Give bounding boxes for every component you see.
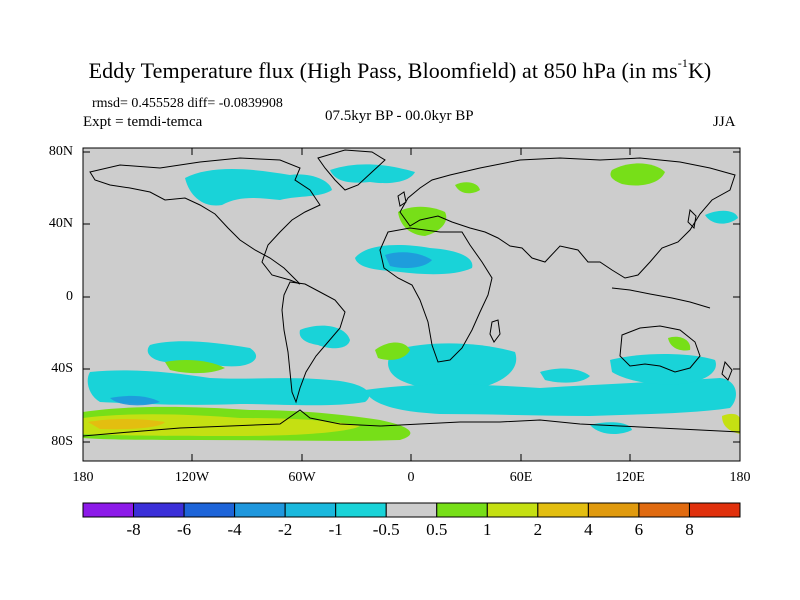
patch-scandinavia xyxy=(455,182,480,194)
colorbar-label: 2 xyxy=(533,520,543,539)
stats-text: rmsd= 0.455528 diff= -0.0839908 xyxy=(92,96,283,111)
patch-south-pacific-core xyxy=(110,395,160,406)
colorbar-box xyxy=(183,502,236,518)
period-label: 07.5kyr BP - 00.0kyr BP xyxy=(325,108,474,124)
patch-south-australia xyxy=(668,336,691,351)
colorbar-box xyxy=(234,502,286,518)
patch-siberia xyxy=(610,163,665,186)
lon-label: 180 xyxy=(729,470,751,485)
patch-greenland-sea xyxy=(330,164,415,184)
colorbar-label: 4 xyxy=(584,520,593,539)
patch-west-pacific-south xyxy=(165,360,225,374)
colorbar-label: -6 xyxy=(176,520,192,539)
anomaly-negative-patches xyxy=(87,164,738,435)
colorbar-label: 6 xyxy=(634,520,644,539)
lat-label: 40N xyxy=(48,216,73,231)
coast-madagascar xyxy=(489,319,501,343)
patch-antarctic-orange xyxy=(88,419,165,430)
lon-label: 120W xyxy=(174,470,210,485)
colorbar-box xyxy=(436,502,488,518)
patch-australia-south xyxy=(610,354,716,385)
colorbar-box xyxy=(587,502,640,518)
coast-japan xyxy=(687,208,697,230)
colorbar-box xyxy=(335,502,387,518)
lat-label: 0 xyxy=(66,289,73,304)
patch-europe xyxy=(398,206,447,236)
coast-north-america xyxy=(89,157,321,285)
colorbar-box xyxy=(537,502,589,518)
coast-eurasia xyxy=(399,157,736,279)
colorbar-box xyxy=(133,502,185,518)
lon-label: 120E xyxy=(615,470,645,485)
coast-indonesia xyxy=(611,287,711,309)
colorbar-label: 8 xyxy=(685,520,694,539)
patch-southern-band xyxy=(365,378,736,416)
figure-title: Eddy Temperature flux (High Pass, Bloomf… xyxy=(88,55,712,83)
colorbar-label: -2 xyxy=(278,520,293,539)
patch-atlantic-core xyxy=(385,252,432,268)
season-label: JJA xyxy=(713,114,736,130)
anomaly-positive-patches xyxy=(165,163,691,374)
anomaly-stronger-negative xyxy=(110,252,432,406)
patch-sw-pacific xyxy=(147,341,257,367)
coast-antarctica xyxy=(82,409,741,437)
lat-label: 40S xyxy=(51,361,73,376)
patch-south-indian xyxy=(388,343,517,390)
colorbar-box xyxy=(82,502,135,518)
colorbar-box xyxy=(688,502,741,518)
colorbar-box xyxy=(284,502,337,518)
coast-africa xyxy=(379,227,493,363)
lat-label: 80N xyxy=(48,144,73,159)
patch-north-pacific xyxy=(705,210,738,224)
lon-label: 0 xyxy=(407,470,415,485)
colorbar-label: -8 xyxy=(126,520,141,539)
colorbar-label: 1 xyxy=(483,520,492,539)
colorbar-box xyxy=(385,502,438,518)
lon-label: 60E xyxy=(509,470,533,485)
patch-indian-ocean xyxy=(375,342,410,360)
colorbar-box xyxy=(638,502,690,518)
coast-south-america xyxy=(281,281,346,404)
colorbar-box xyxy=(486,502,539,518)
colorbar-label: -4 xyxy=(227,520,242,539)
coast-australia xyxy=(619,325,701,373)
colorbar-label: -0.5 xyxy=(372,520,400,539)
patch-east-pacific-south xyxy=(540,368,590,383)
coast-greenland xyxy=(317,149,386,191)
colorbar-label: 0.5 xyxy=(426,520,448,539)
coast-new-zealand xyxy=(721,360,733,381)
coastlines xyxy=(82,149,741,437)
coast-uk xyxy=(397,191,407,207)
axis-ticks xyxy=(82,148,741,461)
lon-label: 60W xyxy=(288,470,316,485)
experiment-label: Expt = temdi-temca xyxy=(83,114,203,130)
colorbar xyxy=(82,502,741,518)
patch-east-antarctic xyxy=(722,413,740,434)
lat-label: 80S xyxy=(51,434,73,449)
patch-south-pacific-band xyxy=(87,370,370,406)
colorbar-label: -1 xyxy=(328,520,343,539)
lon-label: 180 xyxy=(72,470,94,485)
